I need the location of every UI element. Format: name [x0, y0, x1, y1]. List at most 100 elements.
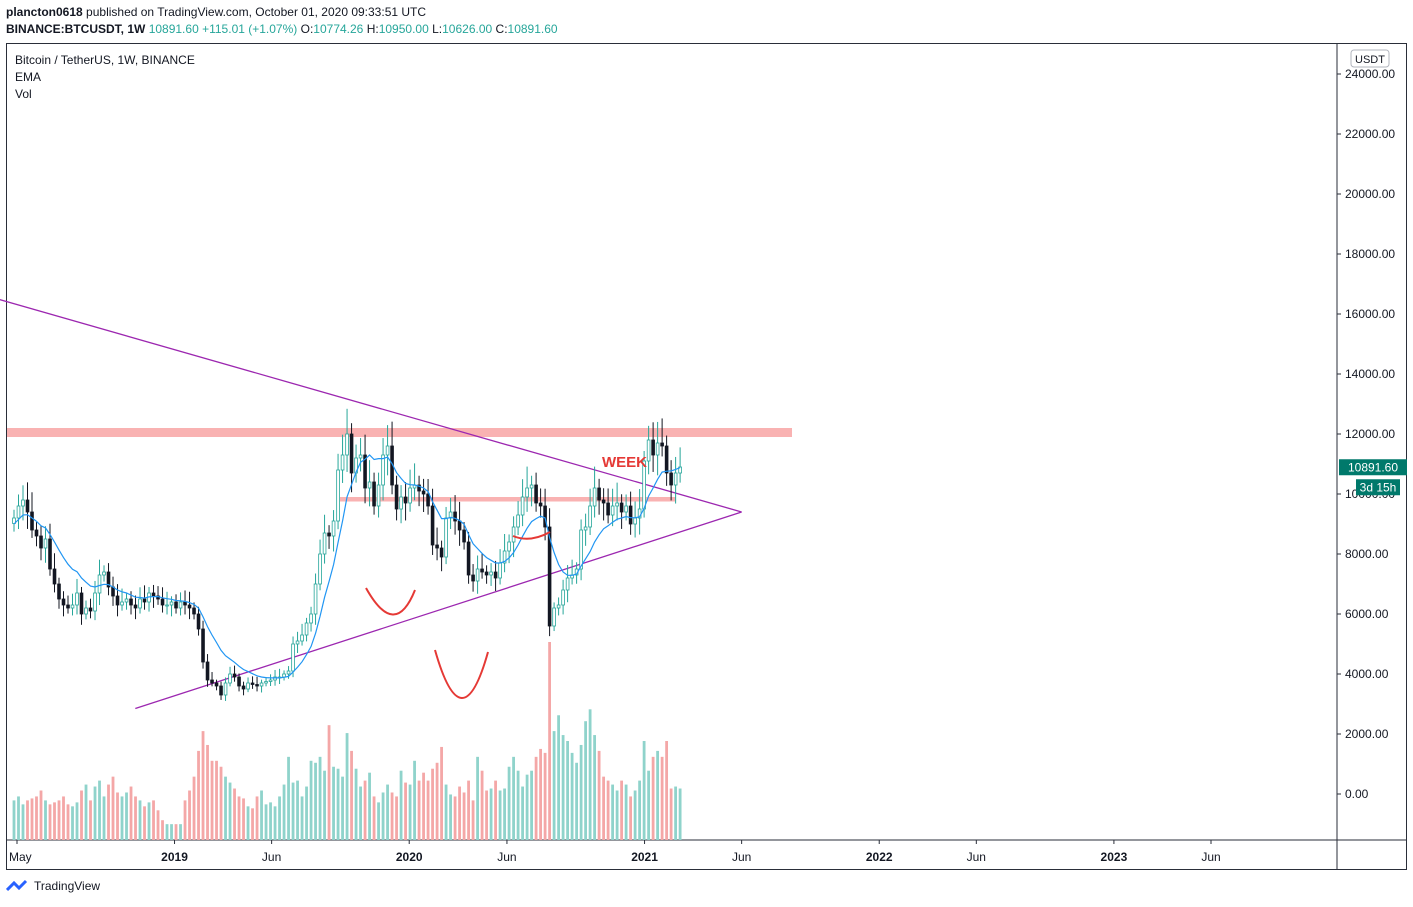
volume-bar	[570, 752, 574, 840]
currency-badge	[1350, 49, 1390, 68]
candle-body	[372, 481, 376, 507]
volume-bar	[138, 800, 142, 840]
price-tick-label: 16000.00	[1345, 307, 1395, 321]
volume-bar	[408, 784, 412, 840]
publisher-name[interactable]: plancton0618	[6, 5, 83, 19]
candle-body	[268, 679, 273, 682]
volume-bar	[125, 792, 128, 840]
legend-ema[interactable]: EMA	[15, 70, 42, 84]
volume-bar	[593, 735, 597, 840]
time-tick-label: 2021	[631, 850, 658, 864]
support-zone	[340, 497, 676, 502]
candle-body	[178, 601, 183, 609]
tradingview-logo-icon	[6, 879, 28, 892]
volume-bar	[170, 824, 173, 840]
volume-bar	[233, 788, 236, 840]
volume-bar	[66, 804, 70, 840]
volume-bar	[21, 804, 25, 840]
candle-body	[615, 502, 619, 507]
volume-bar	[620, 780, 624, 840]
candle-body	[187, 604, 192, 609]
volume-bar	[512, 756, 515, 840]
candle-body	[106, 571, 111, 588]
volume-bar	[89, 800, 92, 840]
candle-body	[408, 487, 412, 504]
candle-body	[237, 676, 241, 687]
volume-bar	[359, 786, 362, 840]
volume-bar	[525, 774, 529, 840]
candle-body	[583, 526, 588, 531]
candle-body	[367, 481, 372, 489]
volume-bar	[458, 786, 461, 840]
candle-body	[124, 598, 129, 603]
time-tick-label: 2020	[396, 850, 423, 864]
volume-bar	[530, 770, 533, 840]
volume-bar	[251, 808, 254, 840]
volume-bar	[413, 760, 416, 840]
volume-bar	[476, 756, 479, 840]
candle-body	[601, 499, 606, 504]
volume-bar	[206, 744, 209, 840]
price-tick-label: 22000.00	[1345, 127, 1395, 141]
brand-name: TradingView	[34, 879, 101, 893]
candle-body	[475, 568, 480, 582]
volume-bar	[300, 796, 304, 840]
volume-bar	[210, 760, 214, 840]
volume-bar	[75, 802, 79, 840]
volume-bar	[246, 806, 250, 840]
volume-bar	[377, 802, 380, 840]
volume-bar	[143, 806, 146, 840]
candle-body	[349, 433, 354, 474]
candle-body	[624, 505, 628, 513]
last-price-badge	[1339, 459, 1407, 476]
volume-bar	[17, 796, 20, 840]
volume-bar	[539, 748, 542, 840]
volume-bar	[341, 776, 344, 840]
tradingview-footer[interactable]: TradingView	[6, 879, 100, 893]
price-tick-label: 20000.00	[1345, 187, 1395, 201]
candle-body	[210, 679, 214, 684]
candle-body	[484, 571, 489, 576]
candle-body	[228, 673, 232, 684]
volume-bar	[665, 741, 669, 840]
candle-body	[169, 601, 174, 606]
candle-body	[133, 604, 138, 609]
candle-body	[480, 568, 484, 573]
candle-body	[394, 484, 399, 510]
volume-bar	[638, 780, 642, 840]
candle-body	[291, 643, 295, 672]
candle-body	[358, 454, 363, 459]
volume-bar	[516, 770, 520, 840]
candle-body	[88, 607, 93, 612]
countdown-label: 3d 15h	[1360, 480, 1397, 494]
price-tick-label: 8000.00	[1345, 547, 1389, 561]
candle-body	[678, 466, 682, 474]
price-tick-label: 0.00	[1345, 787, 1369, 801]
time-tick-label: May	[9, 850, 32, 864]
candle-body	[507, 541, 511, 552]
volume-bar	[183, 800, 187, 840]
candle-body	[309, 613, 313, 624]
volume-bar	[197, 750, 200, 840]
volume-bar	[134, 796, 137, 840]
legend-title: Bitcoin / TetherUS, 1W, BINANCE	[15, 53, 195, 67]
volume-bar	[188, 790, 191, 840]
volume-bar	[102, 796, 106, 840]
currency-badge-label: USDT	[1355, 54, 1385, 66]
candle-body	[151, 592, 156, 597]
volume-bar	[305, 786, 308, 840]
candle-body	[250, 682, 255, 685]
volume-bar	[597, 750, 601, 840]
candle-body	[25, 499, 30, 513]
volume-bar	[165, 824, 169, 840]
legend-vol[interactable]: Vol	[15, 87, 32, 101]
volume-bar	[678, 788, 682, 840]
candle-body	[201, 628, 205, 663]
chart-frame[interactable]	[6, 43, 1407, 870]
volume-bar	[129, 786, 133, 840]
volume-bar	[485, 790, 488, 840]
candle-body	[462, 529, 466, 543]
candle-body	[205, 661, 210, 681]
volume-bar	[615, 790, 619, 840]
